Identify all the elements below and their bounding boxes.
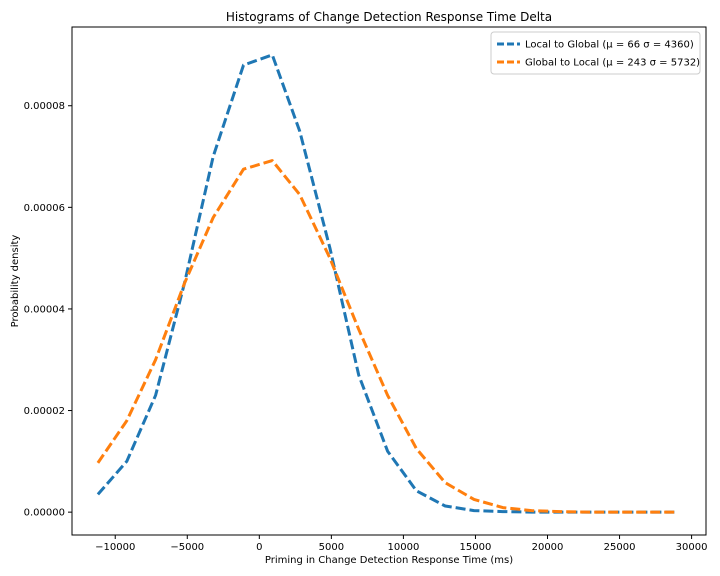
x-tick-label: 5000 (319, 542, 344, 553)
x-tick-label: 15000 (460, 542, 492, 553)
chart-title: Histograms of Change Detection Response … (226, 10, 552, 24)
y-tick-label: 0.00000 (24, 508, 65, 519)
x-tick-label: 30000 (676, 542, 708, 553)
plot-area (71, 26, 707, 536)
x-tick-label: 25000 (604, 542, 636, 553)
x-axis: −10000 −5000 0 5000 10000 15000 20000 25000 3000… (95, 535, 707, 553)
x-tick-label: 0 (256, 542, 262, 553)
x-tick-label: 20000 (532, 542, 564, 553)
x-tick-label: 10000 (388, 542, 420, 553)
series-layer (96, 53, 675, 514)
series-line-1 (96, 53, 675, 514)
legend-box (490, 31, 701, 75)
y-tick-label: 0.00006 (24, 203, 65, 214)
x-tick-label: −10000 (95, 542, 135, 553)
y-axis: 0.00000 0.00002 0.00004 0.00006 0.00008 (24, 101, 72, 519)
x-tick-label: −5000 (170, 542, 204, 553)
y-tick-label: 0.00008 (24, 101, 65, 112)
legend-label-2: Global to Local (μ = 243 σ = 5732) (525, 58, 700, 69)
series-line-2 (96, 159, 675, 514)
y-tick-label: 0.00002 (24, 406, 65, 417)
legend-label-1: Local to Global (μ = 66 σ = 4360) (525, 40, 694, 51)
x-axis-label: Priming in Change Detection Response Tim… (265, 555, 513, 566)
plot-frame (71, 26, 707, 536)
y-axis-label: Probability density (10, 235, 21, 328)
legend: Local to Global (μ = 66 σ = 4360) Global … (490, 31, 701, 75)
y-tick-label: 0.00004 (24, 304, 65, 315)
